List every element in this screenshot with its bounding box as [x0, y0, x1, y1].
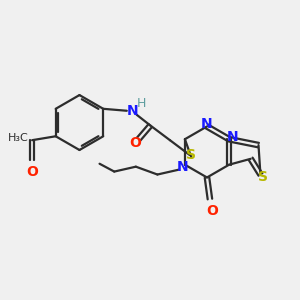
Text: H₃C: H₃C: [8, 133, 28, 143]
Text: H: H: [137, 98, 146, 110]
Text: N: N: [177, 160, 189, 174]
Text: S: S: [258, 170, 268, 184]
Text: O: O: [26, 165, 38, 179]
Text: N: N: [127, 104, 139, 118]
Text: N: N: [227, 130, 239, 144]
Text: O: O: [206, 204, 218, 218]
Text: O: O: [130, 136, 142, 150]
Text: S: S: [185, 148, 196, 162]
Text: N: N: [201, 116, 213, 130]
